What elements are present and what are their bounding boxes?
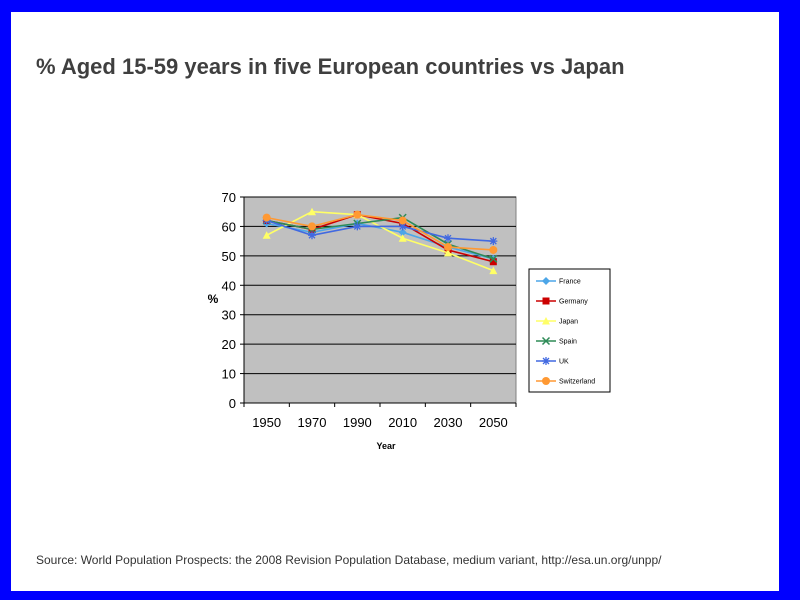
y-tick-label: 0 — [229, 396, 236, 411]
data-point-germany — [489, 258, 497, 266]
legend-label: Japan — [559, 319, 578, 326]
legend-item-france: France — [536, 277, 581, 286]
data-point-japan — [262, 231, 271, 239]
data-point-uk — [353, 222, 362, 231]
legend: France Germany Japan Spain UK Switzerland — [528, 268, 611, 393]
y-tick-label: 70 — [222, 190, 236, 205]
series-uk — [262, 216, 498, 246]
legend-marker — [542, 297, 550, 305]
data-point-switzerland — [262, 213, 271, 222]
legend-marker — [542, 277, 550, 285]
legend-item-switzerland: Switzerland — [536, 377, 595, 386]
legend-marker — [542, 357, 550, 365]
legend-box — [528, 268, 611, 393]
data-point-japan — [398, 234, 407, 242]
legend-label: Spain — [559, 339, 577, 346]
series-line-france — [266, 222, 494, 260]
data-point-switzerland — [353, 210, 362, 219]
legend-label: Germany — [559, 299, 588, 306]
y-tick-label: 40 — [222, 278, 236, 293]
x-tick-label: 2030 — [434, 415, 463, 430]
y-tick-label: 50 — [222, 249, 236, 264]
data-point-switzerland — [444, 243, 452, 252]
series-lines — [262, 207, 498, 275]
data-point-japan — [444, 248, 452, 257]
data-point-uk — [444, 234, 452, 243]
data-point-switzerland — [489, 245, 498, 254]
data-point-switzerland — [308, 222, 316, 231]
legend-item-germany: Germany — [536, 297, 588, 306]
legend-item-japan: Japan — [536, 317, 578, 326]
x-tick-label: 2010 — [388, 415, 417, 430]
legend-marker — [541, 336, 551, 346]
y-tick-label: 60 — [222, 219, 236, 234]
y-tick-label: 30 — [222, 308, 236, 323]
slide: % Aged 15-59 years in five European coun… — [11, 12, 779, 591]
data-point-japan — [489, 266, 498, 275]
slide-title: % Aged 15-59 years in five European coun… — [36, 54, 625, 79]
legend-item-uk: UK — [536, 357, 569, 366]
data-point-uk — [489, 237, 498, 246]
y-axis-title: % — [208, 292, 219, 306]
y-tick-labels: 0 10 20 30 40 50 60 70 — [222, 190, 244, 411]
legend-marker — [542, 317, 550, 325]
data-point-uk — [398, 222, 407, 231]
source-note: Source: World Population Prospects: the … — [36, 553, 662, 567]
legend-label: Switzerland — [559, 379, 595, 386]
legend-item-spain: Spain — [536, 336, 577, 346]
legend-label: France — [559, 279, 581, 286]
data-point-france — [398, 228, 407, 237]
legend-label: UK — [559, 359, 569, 366]
x-tick-label: 2050 — [479, 415, 508, 430]
plot-area — [243, 196, 517, 404]
data-point-japan — [308, 207, 316, 216]
x-tick-label: 1950 — [252, 415, 281, 430]
x-tick-labels: 1950 1970 1990 2010 2030 2050 — [243, 403, 517, 430]
x-tick-label: 1970 — [298, 415, 327, 430]
y-tick-label: 10 — [222, 367, 236, 382]
legend-marker — [542, 377, 550, 385]
data-point-spain — [489, 254, 498, 263]
series-line-switzerland — [266, 213, 494, 251]
x-axis-title: Year — [376, 441, 396, 451]
series-switzerland — [262, 210, 498, 254]
data-point-switzerland — [398, 216, 407, 225]
series-line-uk — [266, 219, 494, 242]
series-line-spain — [266, 216, 494, 260]
data-point-uk — [308, 231, 316, 240]
x-tick-label: 1990 — [343, 415, 372, 430]
y-tick-label: 20 — [222, 337, 236, 352]
